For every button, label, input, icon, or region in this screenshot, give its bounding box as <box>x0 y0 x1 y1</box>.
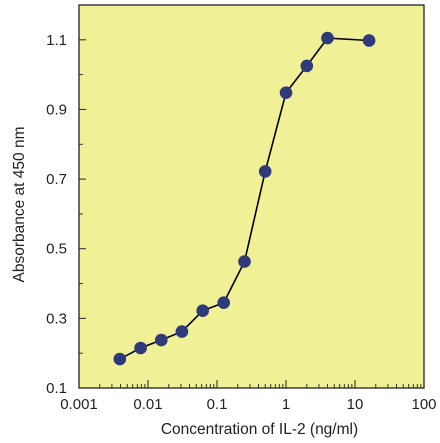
data-point <box>196 304 209 318</box>
x-axis-title: Concentration of IL-2 (ng/ml) <box>161 421 358 438</box>
y-tick-label: 1.1 <box>46 32 67 49</box>
data-point <box>238 255 251 268</box>
plot-area <box>78 4 425 389</box>
data-point <box>155 333 168 347</box>
data-point <box>134 341 147 355</box>
y-axis-title: Absorbance at 450 nm <box>11 127 28 283</box>
data-point <box>113 352 127 366</box>
data-point <box>258 165 272 178</box>
data-point <box>362 34 376 47</box>
x-tick-label: 0.01 <box>133 396 162 413</box>
x-tick-label: 100 <box>411 396 436 413</box>
x-tick-label: 0.001 <box>60 396 98 413</box>
x-tick-label: 0.1 <box>207 396 228 413</box>
x-tick-label: 10 <box>347 396 364 413</box>
data-point <box>175 325 189 338</box>
data-point <box>217 296 230 310</box>
x-tick-label: 1 <box>282 396 290 413</box>
y-tick-label: 0.1 <box>46 380 67 397</box>
data-point <box>321 31 334 45</box>
y-tick-label: 0.3 <box>46 310 67 327</box>
data-point <box>279 86 293 99</box>
data-point <box>300 59 314 73</box>
y-tick-label: 0.7 <box>46 171 67 188</box>
y-tick-label: 0.9 <box>46 101 67 118</box>
y-tick-label: 0.5 <box>46 241 67 258</box>
